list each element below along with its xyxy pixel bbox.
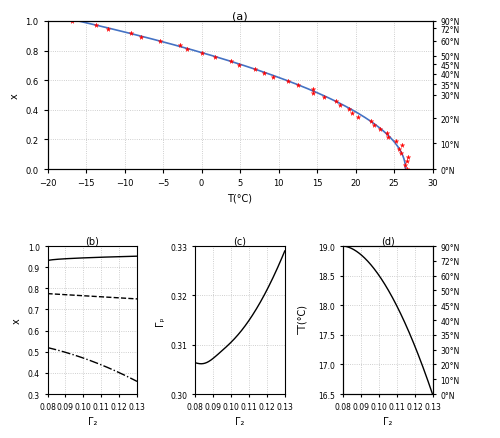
X-axis label: T(°C): T(°C) [228, 193, 252, 203]
Y-axis label: Γₚ: Γₚ [155, 315, 165, 325]
Y-axis label: x: x [12, 318, 22, 323]
Title: (c): (c) [234, 236, 246, 246]
X-axis label: Γ₂: Γ₂ [88, 417, 97, 426]
Y-axis label: x: x [10, 93, 20, 99]
X-axis label: Γ₂: Γ₂ [236, 417, 244, 426]
Title: (d): (d) [381, 236, 394, 246]
X-axis label: Γ₂: Γ₂ [383, 417, 392, 426]
Title: (b): (b) [86, 236, 99, 246]
Y-axis label: ̅T(°C): ̅T(°C) [303, 308, 313, 333]
Title: (a): (a) [232, 11, 248, 21]
